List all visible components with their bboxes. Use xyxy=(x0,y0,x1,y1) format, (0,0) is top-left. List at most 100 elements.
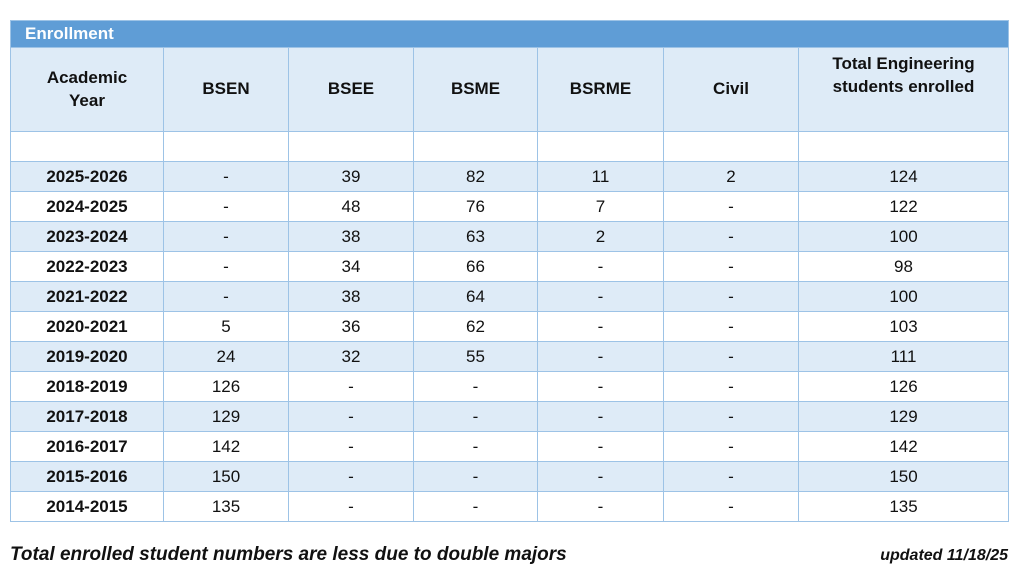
column-header-bsrme: BSRME xyxy=(537,47,664,132)
row-value: 5 xyxy=(163,311,289,342)
table-row: 2014-2015 135 - - - - 135 xyxy=(10,491,1009,522)
row-value: - xyxy=(663,281,799,312)
row-value: 64 xyxy=(413,281,538,312)
row-value: - xyxy=(163,161,289,192)
row-year: 2025-2026 xyxy=(10,161,164,192)
column-header-bsme: BSME xyxy=(413,47,538,132)
row-value: 38 xyxy=(288,221,414,252)
row-value: - xyxy=(663,251,799,282)
row-value: - xyxy=(163,251,289,282)
row-value: - xyxy=(537,371,664,402)
row-value: 142 xyxy=(163,431,289,462)
table-row: 2016-2017 142 - - - - 142 xyxy=(10,431,1009,462)
row-value: - xyxy=(537,401,664,432)
row-value: 2 xyxy=(537,221,664,252)
column-header-civil: Civil xyxy=(663,47,799,132)
row-value: 11 xyxy=(537,161,664,192)
row-value: 36 xyxy=(288,311,414,342)
column-header-bsee: BSEE xyxy=(288,47,414,132)
column-header-academic-year-label: Academic Year xyxy=(46,67,128,110)
enrollment-table-body: Enrollment Academic Year BSEN BSEE BSME … xyxy=(10,20,1009,522)
row-value: 48 xyxy=(288,191,414,222)
row-value: 82 xyxy=(413,161,538,192)
table-row: 2021-2022 - 38 64 - - 100 xyxy=(10,281,1009,312)
row-value: 103 xyxy=(798,311,1009,342)
empty-cell xyxy=(163,131,289,162)
table-row: 2019-2020 24 32 55 - - 111 xyxy=(10,341,1009,372)
row-value: 126 xyxy=(798,371,1009,402)
table-row: 2015-2016 150 - - - - 150 xyxy=(10,461,1009,492)
row-value: - xyxy=(663,221,799,252)
row-value: - xyxy=(288,461,414,492)
table-row: 2018-2019 126 - - - - 126 xyxy=(10,371,1009,402)
row-value: 100 xyxy=(798,281,1009,312)
row-value: 126 xyxy=(163,371,289,402)
footnote-text: Total enrolled student numbers are less … xyxy=(10,544,567,565)
row-value: 129 xyxy=(798,401,1009,432)
row-value: - xyxy=(413,431,538,462)
row-value: 66 xyxy=(413,251,538,282)
empty-cell xyxy=(413,131,538,162)
column-header-total: Total Engineering students enrolled xyxy=(798,47,1009,132)
row-year: 2023-2024 xyxy=(10,221,164,252)
row-year: 2017-2018 xyxy=(10,401,164,432)
table-header-row: Academic Year BSEN BSEE BSME BSRME Civil… xyxy=(10,47,1009,132)
row-value: - xyxy=(413,461,538,492)
row-year: 2020-2021 xyxy=(10,311,164,342)
row-value: 34 xyxy=(288,251,414,282)
row-year: 2018-2019 xyxy=(10,371,164,402)
row-value: 124 xyxy=(798,161,1009,192)
row-value: - xyxy=(537,251,664,282)
empty-cell xyxy=(288,131,414,162)
row-value: - xyxy=(413,401,538,432)
table-row: 2020-2021 5 36 62 - - 103 xyxy=(10,311,1009,342)
row-value: - xyxy=(163,191,289,222)
row-value: 63 xyxy=(413,221,538,252)
row-year: 2019-2020 xyxy=(10,341,164,372)
row-value: 150 xyxy=(163,461,289,492)
row-value: - xyxy=(663,431,799,462)
row-value: - xyxy=(413,491,538,522)
table-title: Enrollment xyxy=(10,20,1009,48)
row-value: 142 xyxy=(798,431,1009,462)
row-value: - xyxy=(537,281,664,312)
row-value: - xyxy=(663,341,799,372)
column-header-bsen: BSEN xyxy=(163,47,289,132)
row-value: - xyxy=(663,191,799,222)
row-value: - xyxy=(288,401,414,432)
row-value: 55 xyxy=(413,341,538,372)
row-value: - xyxy=(537,461,664,492)
row-value: - xyxy=(663,401,799,432)
row-year: 2014-2015 xyxy=(10,491,164,522)
row-value: 150 xyxy=(798,461,1009,492)
empty-cell xyxy=(798,131,1009,162)
row-year: 2015-2016 xyxy=(10,461,164,492)
row-value: 111 xyxy=(798,341,1009,372)
row-value: 38 xyxy=(288,281,414,312)
column-header-academic-year: Academic Year xyxy=(10,47,164,132)
row-value: 39 xyxy=(288,161,414,192)
table-row: 2025-2026 - 39 82 11 2 124 xyxy=(10,161,1009,192)
table-title-row: Enrollment xyxy=(10,20,1009,48)
footer: Total enrolled student numbers are less … xyxy=(10,544,1008,566)
document-page: Enrollment Academic Year BSEN BSEE BSME … xyxy=(10,20,1009,566)
row-value: - xyxy=(288,371,414,402)
row-value: - xyxy=(537,311,664,342)
row-value: - xyxy=(663,311,799,342)
row-value: - xyxy=(663,461,799,492)
updated-date-text: updated 11/18/25 xyxy=(880,547,1008,564)
row-value: 24 xyxy=(163,341,289,372)
row-value: 135 xyxy=(163,491,289,522)
row-value: 32 xyxy=(288,341,414,372)
row-value: - xyxy=(163,281,289,312)
row-value: 62 xyxy=(413,311,538,342)
row-year: 2016-2017 xyxy=(10,431,164,462)
row-year: 2022-2023 xyxy=(10,251,164,282)
row-value: 122 xyxy=(798,191,1009,222)
empty-cell xyxy=(537,131,664,162)
row-year: 2024-2025 xyxy=(10,191,164,222)
row-value: 7 xyxy=(537,191,664,222)
row-value: - xyxy=(163,221,289,252)
row-value: - xyxy=(537,491,664,522)
row-value: 129 xyxy=(163,401,289,432)
